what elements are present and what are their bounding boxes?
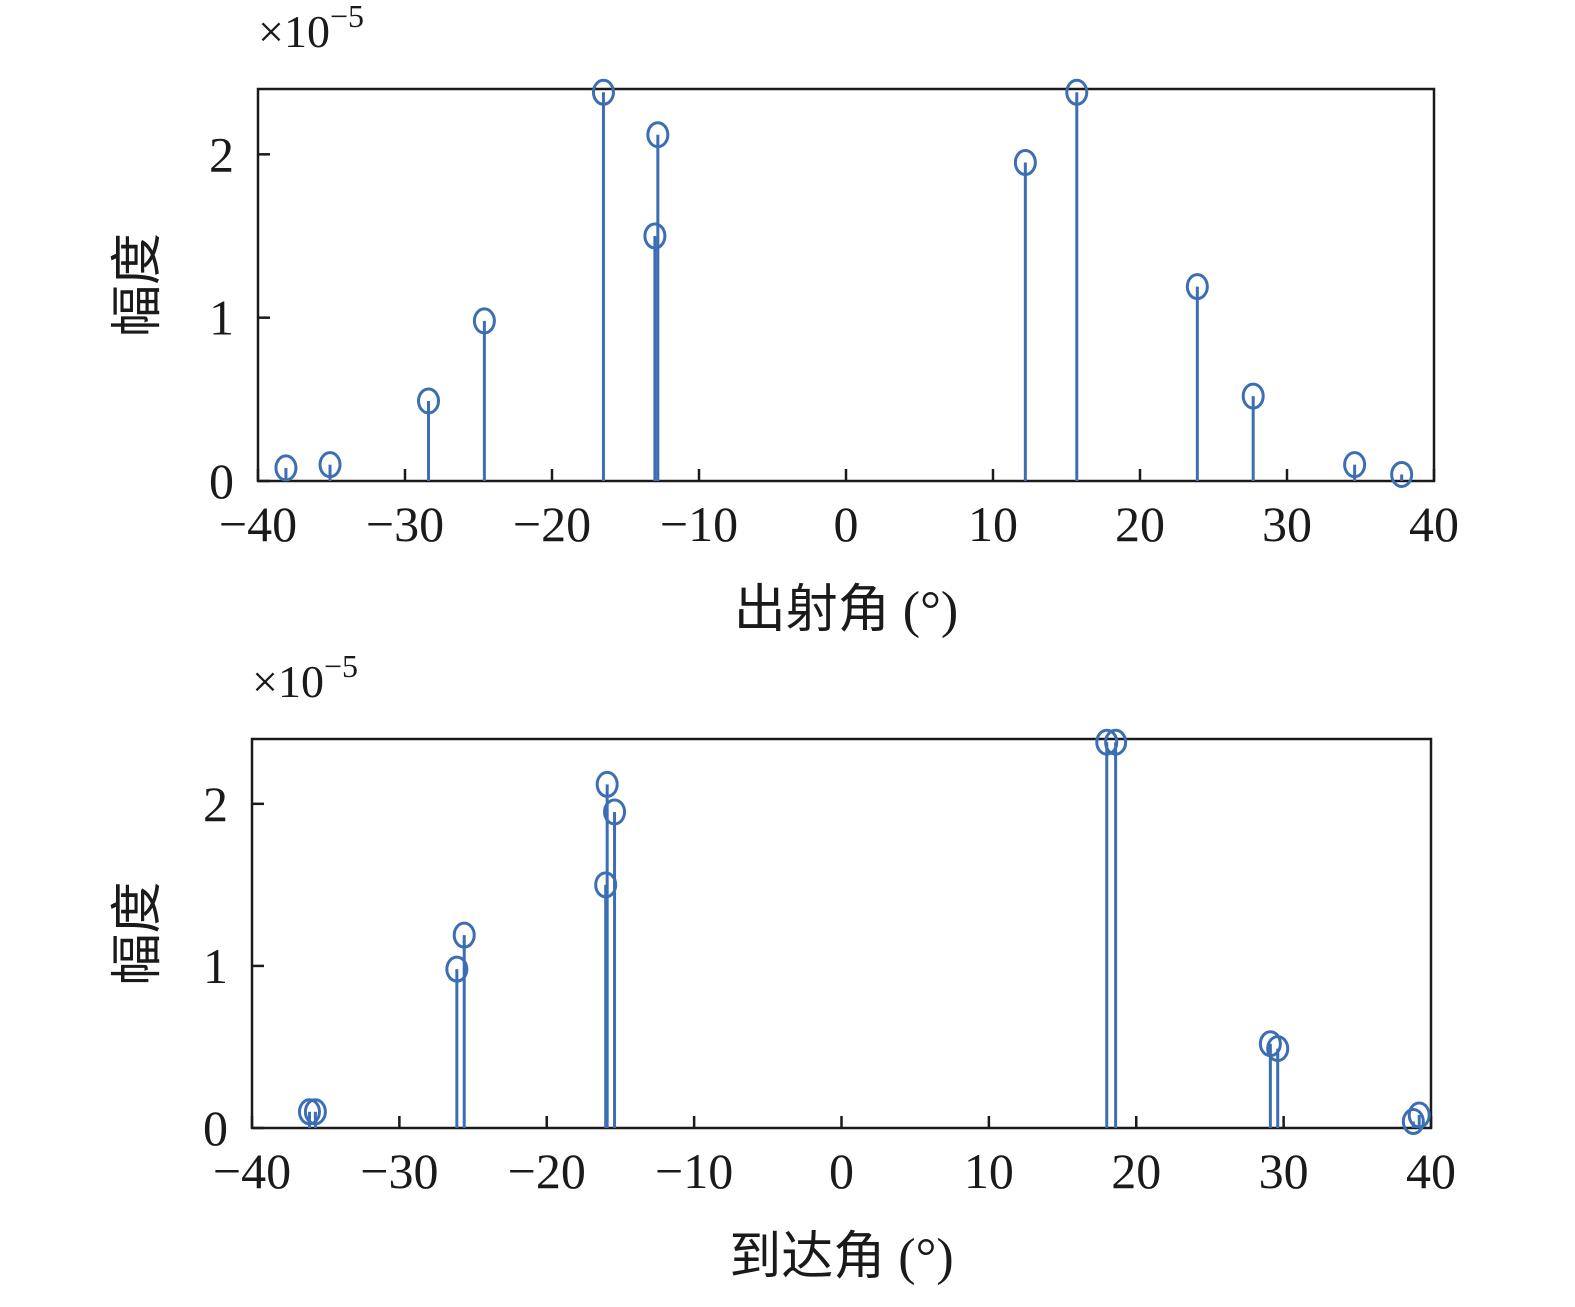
stem-marker (452, 921, 476, 949)
x-tick-label: 0 (829, 1143, 854, 1199)
x-tick-label: 10 (964, 1143, 1014, 1199)
stem-marker (1266, 1035, 1290, 1063)
x-tick-label: 20 (1115, 496, 1165, 552)
x-tick-label: 40 (1406, 1143, 1456, 1199)
stem-marker (1343, 451, 1367, 479)
y-tick-label: 0 (209, 453, 234, 509)
x-tick-label: 30 (1262, 496, 1312, 552)
x-tick-label: 10 (968, 496, 1018, 552)
x-tick-label: −10 (655, 1143, 733, 1199)
y-scale-exponent: −5 (324, 648, 358, 684)
y-axis-label: 幅度 (110, 881, 167, 985)
stem-marker (1241, 382, 1265, 410)
chart-panel-1: −40 −30 −20 −10 0 10 20 30 40 0 1 2 ×10−5 出射角 (°) 幅度 (110, 0, 1459, 639)
x-tick-label: −30 (366, 496, 444, 552)
stem-marker (417, 387, 441, 415)
x-tick-label: −40 (219, 496, 297, 552)
stem-marker (603, 798, 627, 826)
stem-marker (594, 871, 618, 899)
stem-marker (303, 1098, 327, 1126)
y-scale-base: ×10 (252, 656, 324, 707)
stem-marker (274, 454, 298, 482)
stem-marker (318, 451, 342, 479)
stem-marker (445, 955, 469, 983)
y-tick-label: 0 (203, 1100, 228, 1156)
chart-panel-2: −40 −30 −20 −10 0 10 20 30 40 0 1 2 ×10−5 到达角 (°) 幅度 (110, 648, 1456, 1286)
y-scale-exponent: −5 (330, 0, 364, 34)
stem-marker (472, 307, 496, 335)
x-tick-label: 30 (1259, 1143, 1309, 1199)
x-axis-label: 出射角 (°) (734, 582, 958, 639)
y-tick-label: 1 (203, 938, 228, 994)
stem-marker (1065, 78, 1089, 106)
y-scale-base: ×10 (258, 6, 330, 57)
x-tick-label: −10 (660, 496, 738, 552)
stem-marker (1185, 273, 1209, 301)
stem-marker (1104, 728, 1128, 756)
x-tick-label: −40 (213, 1143, 291, 1199)
plot-area-frame (250, 737, 1433, 1130)
y-tick-label: 2 (209, 126, 234, 182)
stem-marker (1390, 460, 1414, 488)
x-tick-label: −30 (360, 1143, 438, 1199)
stem-marker (643, 222, 667, 250)
y-axis-label: 幅度 (110, 233, 167, 337)
stem-marker (646, 121, 670, 149)
stem-marker (1401, 1108, 1425, 1136)
stem-marker (1013, 149, 1037, 176)
x-tick-label: 20 (1111, 1143, 1161, 1199)
x-axis-label: 到达角 (°) (729, 1229, 953, 1286)
stem-marker (297, 1098, 321, 1126)
y-scale-multiplier: ×10−5 (252, 648, 358, 707)
stem-marker (595, 770, 619, 798)
y-tick-label: 1 (209, 290, 234, 346)
x-tick-label: −20 (513, 496, 591, 552)
y-scale-multiplier: ×10−5 (258, 0, 364, 57)
stem-marker (591, 78, 615, 106)
stem-marker (1407, 1101, 1431, 1129)
x-tick-label: −20 (508, 1143, 586, 1199)
y-tick-label: 2 (203, 776, 228, 832)
plot-area-frame (256, 87, 1436, 483)
x-tick-label: 40 (1409, 496, 1459, 552)
x-tick-label: 0 (834, 496, 859, 552)
